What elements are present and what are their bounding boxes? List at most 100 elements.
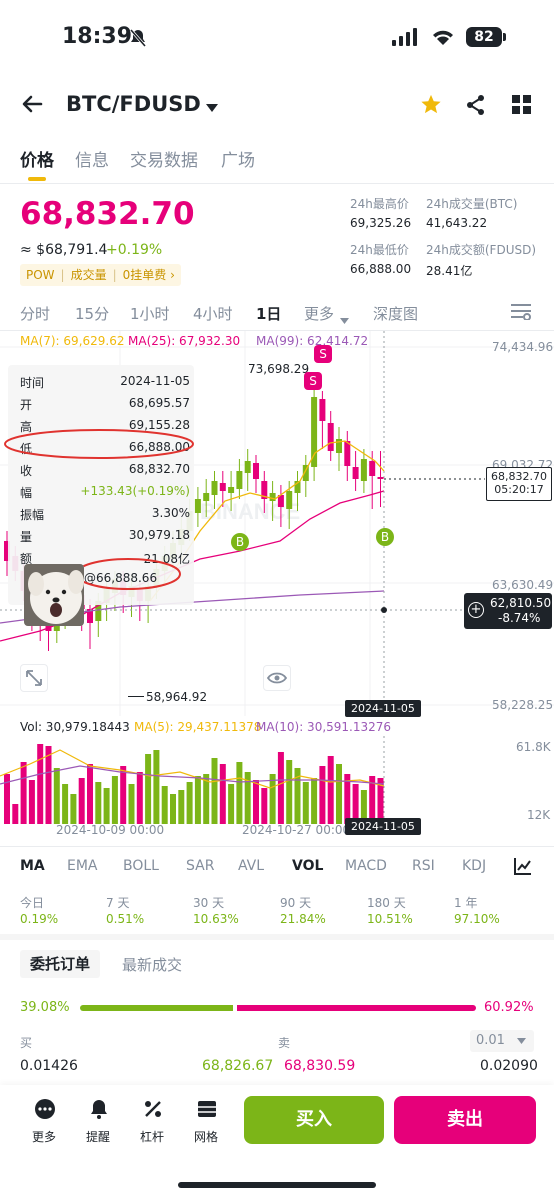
share-icon[interactable] bbox=[465, 94, 487, 120]
tooltip-value: 69,155.28 bbox=[128, 418, 190, 432]
volume-bar bbox=[37, 744, 44, 824]
countdown: 05:20:17 bbox=[494, 483, 544, 496]
indicator-ema[interactable]: EMA bbox=[67, 858, 98, 874]
volume-bar bbox=[336, 764, 342, 824]
interval-timeline[interactable]: 分时 bbox=[20, 305, 51, 323]
stat-high: 69,325.26 bbox=[350, 216, 412, 230]
candle-body bbox=[253, 463, 259, 479]
tooltip-key: 幅 bbox=[20, 486, 33, 500]
stat-vol-btc-label: 24h成交量(BTC) bbox=[426, 197, 518, 211]
tag-volume[interactable]: 成交量 bbox=[70, 268, 107, 282]
star-icon[interactable] bbox=[420, 93, 442, 119]
tag-separator: | bbox=[60, 268, 65, 282]
tag-pow[interactable]: POW bbox=[26, 268, 55, 282]
tab-latest-trades[interactable]: 最新成交 bbox=[122, 956, 183, 974]
leverage-button[interactable] bbox=[142, 1098, 164, 1124]
candle-body bbox=[336, 439, 342, 453]
tab-order-book[interactable]: 委托订单 bbox=[20, 950, 101, 978]
tab-info[interactable]: 信息 bbox=[75, 151, 109, 171]
candle-body bbox=[95, 601, 102, 621]
candle-body bbox=[211, 481, 218, 495]
tooltip-key: 量 bbox=[20, 530, 33, 544]
candle-body bbox=[45, 621, 52, 631]
back-icon[interactable] bbox=[20, 92, 44, 120]
tab-underline bbox=[28, 177, 46, 181]
tab-square[interactable]: 广场 bbox=[221, 151, 255, 171]
grid-layout-icon[interactable] bbox=[512, 95, 532, 119]
perf-label: 90 天 bbox=[280, 896, 312, 910]
eye-icon[interactable] bbox=[263, 665, 291, 691]
crosshair-price-tag[interactable]: + 62,810.50 -8.74% bbox=[464, 593, 552, 629]
volume-bar bbox=[211, 758, 218, 824]
grid-button[interactable] bbox=[196, 1098, 218, 1124]
tooltip-value: 3.30% bbox=[151, 506, 190, 520]
pair-title[interactable]: BTC/FDUSD bbox=[66, 92, 201, 116]
interval-15m[interactable]: 15分 bbox=[75, 305, 110, 323]
tab-price[interactable]: 价格 bbox=[20, 151, 54, 171]
precision-select[interactable]: 0.01 bbox=[470, 1030, 534, 1052]
interval-depth[interactable]: 深度图 bbox=[373, 305, 419, 323]
volume-bar bbox=[87, 764, 93, 824]
leverage-label[interactable]: 杠杆 bbox=[140, 1130, 165, 1144]
volume-bar bbox=[219, 764, 226, 824]
axis-label: 63,630.49 bbox=[492, 578, 554, 592]
volume-bar bbox=[95, 782, 102, 824]
tag-zero-fee[interactable]: 0挂单费 › bbox=[122, 268, 175, 282]
indicator-ma[interactable]: MA bbox=[20, 858, 45, 874]
buy-sell-ratio-bar bbox=[80, 1005, 476, 1011]
tag-bar[interactable]: POW | 成交量 | 0挂单费 › bbox=[20, 264, 181, 286]
perf-label: 1 年 bbox=[454, 896, 478, 910]
indicator-sar[interactable]: SAR bbox=[186, 858, 215, 874]
percent-icon bbox=[145, 1101, 161, 1117]
interval-more[interactable]: 更多 bbox=[304, 305, 335, 323]
bell-muted-icon bbox=[128, 28, 148, 52]
candle-body bbox=[360, 459, 367, 481]
expand-icon[interactable] bbox=[20, 664, 48, 692]
more-button[interactable] bbox=[30, 1098, 60, 1144]
indicator-vol[interactable]: VOL bbox=[292, 858, 324, 874]
more-label[interactable]: 更多 bbox=[32, 1130, 57, 1144]
grid-label[interactable]: 网格 bbox=[194, 1130, 219, 1144]
vol-date: 2024-10-09 00:00 bbox=[56, 823, 165, 837]
tooltip-key: 开 bbox=[20, 398, 33, 412]
interval-1h[interactable]: 1小时 bbox=[130, 305, 170, 323]
indicator-boll[interactable]: BOLL bbox=[123, 858, 159, 874]
candle-body bbox=[369, 461, 376, 476]
buy-badge: B bbox=[231, 533, 249, 551]
alert-label[interactable]: 提醒 bbox=[86, 1130, 111, 1144]
tag-separator: | bbox=[112, 268, 117, 282]
low-marker: 58,964.92 bbox=[146, 690, 208, 704]
perf-value: 10.51% bbox=[367, 912, 413, 926]
volume-chart[interactable] bbox=[0, 736, 554, 824]
indicator-macd[interactable]: MACD bbox=[345, 858, 387, 874]
chevron-down-icon[interactable] bbox=[206, 99, 218, 118]
volume-bar bbox=[253, 780, 259, 824]
alert-button[interactable] bbox=[88, 1098, 110, 1124]
interval-1d[interactable]: 1日 bbox=[256, 305, 282, 323]
buy-button[interactable]: 买入 bbox=[244, 1096, 384, 1144]
volume-bar bbox=[28, 780, 35, 824]
candle-body bbox=[352, 467, 359, 479]
tooltip-extra: @66,888.66 bbox=[84, 571, 158, 585]
interval-4h[interactable]: 4小时 bbox=[193, 305, 233, 323]
volume-bar bbox=[161, 786, 168, 824]
vol-ma10-label: MA(10): 30,591.13276 bbox=[256, 720, 392, 734]
tab-trading-data[interactable]: 交易数据 bbox=[130, 151, 198, 171]
indicator-rsi[interactable]: RSI bbox=[412, 858, 435, 874]
volume-bar bbox=[277, 752, 284, 824]
chart-settings-icon[interactable] bbox=[511, 302, 531, 324]
perf-value: 21.84% bbox=[280, 912, 326, 926]
indicator-avl[interactable]: AVL bbox=[238, 858, 265, 874]
tooltip-key: 收 bbox=[20, 464, 33, 478]
volume-bar bbox=[352, 784, 359, 824]
buy-badge: B bbox=[376, 528, 394, 546]
sell-button[interactable]: 卖出 bbox=[394, 1096, 536, 1144]
volume-bar bbox=[53, 768, 60, 824]
sell-ratio-pct: 60.92% bbox=[484, 1000, 534, 1015]
volume-bar bbox=[228, 784, 235, 824]
axis-label: 74,434.96 bbox=[492, 340, 554, 354]
tooltip-row: 收 68,832.70 bbox=[20, 462, 190, 479]
indicator-settings-icon[interactable] bbox=[514, 857, 532, 879]
indicator-kdj[interactable]: KDJ bbox=[462, 858, 487, 874]
plus-icon[interactable]: + bbox=[468, 602, 484, 618]
